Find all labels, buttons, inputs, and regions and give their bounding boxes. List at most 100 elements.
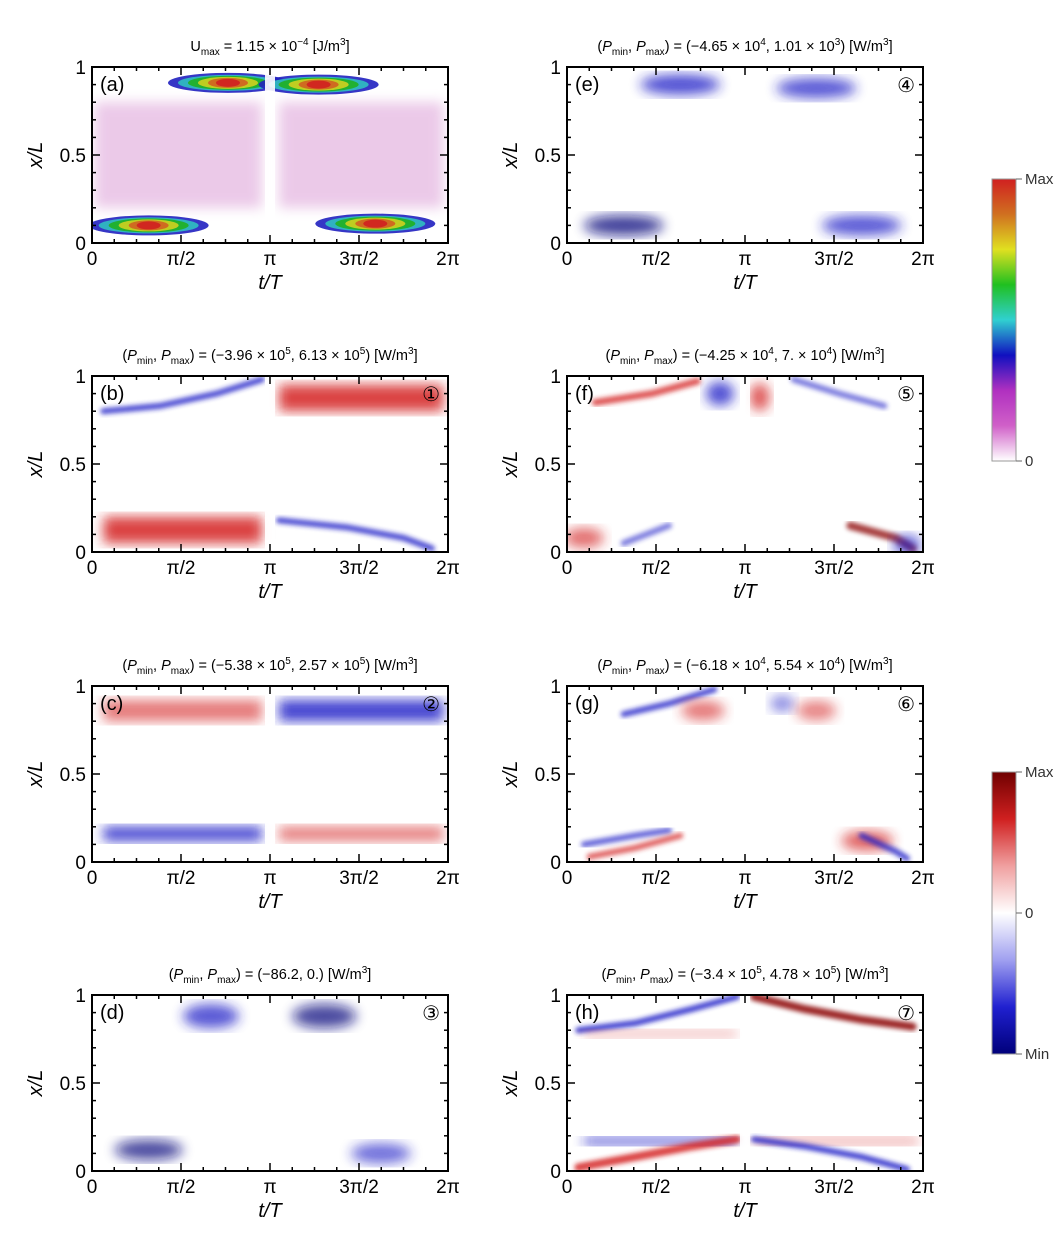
x-tick-label: 2π — [436, 558, 460, 579]
x-tick-label: 0 — [562, 1177, 573, 1198]
y-tick-label: 0 — [550, 1162, 561, 1183]
colorbar-label: 0 — [1025, 905, 1033, 922]
power-blob-blue — [770, 695, 795, 712]
y-tick-label: 1 — [550, 986, 561, 1007]
centre-gap — [740, 686, 750, 862]
panel-b: 0 π/2 π 3π/2 2π 0 0.5 1 t/T x/L (b) ①(Pmin, Pmax) =… — [25, 346, 460, 603]
power-blob-blue — [705, 381, 734, 406]
panel-title: Umax = 1.15 × 10−4 [J/m3] — [190, 37, 349, 58]
x-tick-label: 3π/2 — [339, 868, 379, 889]
x-tick-label: 2π — [911, 249, 935, 270]
x-axis-label: t/T — [733, 891, 758, 913]
x-tick-label: π/2 — [167, 558, 196, 579]
energy-field-right — [278, 102, 444, 208]
x-tick-label: 3π/2 — [814, 1177, 854, 1198]
y-tick-label: 0 — [75, 543, 86, 564]
energy-hotspot — [136, 221, 161, 230]
y-tick-label: 0.5 — [60, 1074, 86, 1095]
power-blob-blue — [776, 78, 857, 99]
heatmap — [574, 995, 919, 1171]
y-axis-label: x/L — [25, 451, 47, 479]
power-blob-red — [796, 700, 837, 721]
centre-gap — [265, 376, 275, 552]
x-tick-label: 0 — [562, 868, 573, 889]
circled-number: ① — [422, 382, 440, 406]
energy-hotspot — [306, 80, 331, 89]
x-tick-label: π/2 — [167, 249, 196, 270]
power-arc-blue — [790, 376, 888, 409]
x-tick-label: 2π — [911, 868, 935, 889]
x-tick-label: 3π/2 — [339, 558, 379, 579]
x-tick-label: 2π — [911, 1177, 935, 1198]
y-tick-label: 0 — [550, 234, 561, 255]
x-tick-label: π/2 — [642, 249, 671, 270]
centre-gap — [740, 376, 750, 552]
power-band-red — [753, 1137, 919, 1145]
panel-e: 0 π/2 π 3π/2 2π 0 0.5 1 t/T x/L (e) ④(Pmin, Pmax) =… — [500, 37, 935, 294]
panel-title: (Pmin, Pmax) = (−86.2, 0.) [W/m3] — [169, 965, 372, 986]
centre-gap — [265, 995, 275, 1171]
panel-label: (a) — [100, 74, 124, 96]
y-tick-label: 0.5 — [535, 1074, 561, 1095]
heatmap — [114, 995, 411, 1171]
x-tick-label: 3π/2 — [814, 249, 854, 270]
colorbar-rainbow: Max 0 — [991, 171, 1054, 470]
panel-label: (f) — [575, 383, 594, 405]
power-arc-blue — [580, 827, 672, 848]
y-tick-label: 1 — [75, 677, 86, 698]
x-axis-label: t/T — [258, 891, 283, 913]
y-axis-label: x/L — [25, 761, 47, 789]
power-arc-red — [749, 995, 917, 1031]
power-arc-blue — [575, 995, 740, 1034]
power-band-red — [278, 384, 444, 412]
panel-g: 0 π/2 π 3π/2 2π 0 0.5 1 t/T x/L (g) ⑥(Pmin, Pmax) =… — [500, 656, 935, 913]
panel-title: (Pmin, Pmax) = (−6.18 × 104, 5.54 × 104)… — [597, 656, 892, 677]
y-axis-label: x/L — [500, 451, 522, 479]
centre-gap — [740, 67, 750, 243]
y-tick-label: 0.5 — [535, 146, 561, 167]
x-axis-label: t/T — [258, 581, 283, 603]
y-axis-label: x/L — [500, 761, 522, 789]
energy-hotspot — [215, 78, 240, 87]
power-blob-blue — [892, 534, 921, 552]
x-tick-label: 3π/2 — [339, 249, 379, 270]
panel-label: (c) — [100, 693, 123, 715]
power-band-red — [103, 700, 262, 722]
power-blob-blue — [821, 215, 902, 236]
y-tick-label: 1 — [550, 58, 561, 79]
panel-title: (Pmin, Pmax) = (−5.38 × 105, 2.57 × 105)… — [122, 656, 417, 677]
panel-h: 0 π/2 π 3π/2 2π 0 0.5 1 t/T x/L (h) ⑦ (Pmin, Pmax) =… — [500, 965, 935, 1222]
y-axis-label: x/L — [500, 142, 522, 170]
x-tick-label: 3π/2 — [814, 868, 854, 889]
y-tick-label: 1 — [75, 367, 86, 388]
circled-number: ④ — [897, 73, 915, 97]
x-tick-label: π — [263, 868, 276, 889]
power-band-red — [278, 826, 444, 841]
y-axis-label: x/L — [500, 1070, 522, 1098]
panel-label: (h) — [575, 1002, 599, 1024]
y-tick-label: 0 — [550, 853, 561, 874]
x-axis-label: t/T — [258, 1200, 283, 1222]
x-tick-label: π/2 — [167, 868, 196, 889]
y-tick-label: 0 — [550, 543, 561, 564]
y-tick-label: 0 — [75, 1162, 86, 1183]
panel-label: (e) — [575, 74, 599, 96]
x-tick-label: π/2 — [642, 868, 671, 889]
x-tick-label: 0 — [87, 868, 98, 889]
colorbar-gradient — [991, 771, 1017, 1055]
panel-label: (g) — [575, 693, 599, 715]
x-tick-label: π — [738, 249, 751, 270]
panel-a: 0 π/2 π 3π/2 2π 0 0.5 1 t/T x/L (a) Umax = 1.15 × 1… — [25, 37, 460, 294]
power-arc-blue — [858, 832, 910, 862]
power-blob-blue — [583, 215, 664, 236]
colorbar-label: 0 — [1025, 453, 1033, 470]
power-blob-blue — [114, 1139, 183, 1160]
colorbar-diverging: Max 0 Min — [991, 764, 1054, 1063]
power-blob-blue — [182, 1004, 239, 1029]
y-tick-label: 0 — [75, 853, 86, 874]
panel-title: (Pmin, Pmax) = (−4.65 × 104, 1.01 × 103)… — [597, 37, 892, 58]
y-tick-label: 0.5 — [535, 455, 561, 476]
power-blob-red — [749, 383, 770, 412]
circled-number: ⑦ — [897, 1001, 915, 1025]
